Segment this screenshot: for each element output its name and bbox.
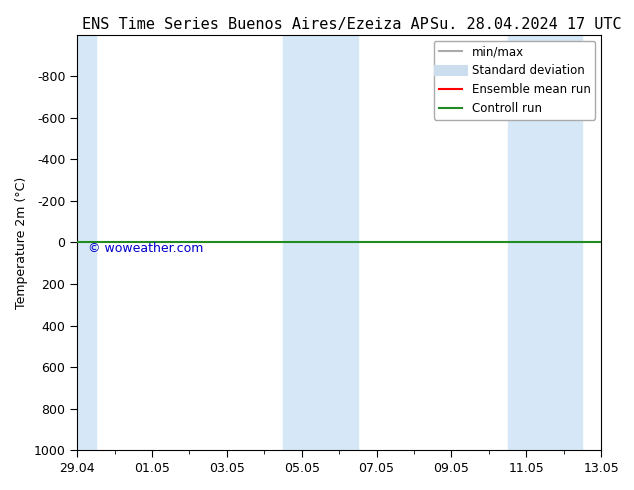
Bar <box>508 35 583 450</box>
Legend: min/max, Standard deviation, Ensemble mean run, Controll run: min/max, Standard deviation, Ensemble me… <box>434 41 595 120</box>
Bar <box>283 35 358 450</box>
Y-axis label: Temperature 2m (°C): Temperature 2m (°C) <box>15 176 28 309</box>
Bar <box>77 35 96 450</box>
Text: © woweather.com: © woweather.com <box>87 243 203 255</box>
Text: ENS Time Series Buenos Aires/Ezeiza AP: ENS Time Series Buenos Aires/Ezeiza AP <box>82 17 429 32</box>
Text: Su. 28.04.2024 17 UTC: Su. 28.04.2024 17 UTC <box>430 17 621 32</box>
